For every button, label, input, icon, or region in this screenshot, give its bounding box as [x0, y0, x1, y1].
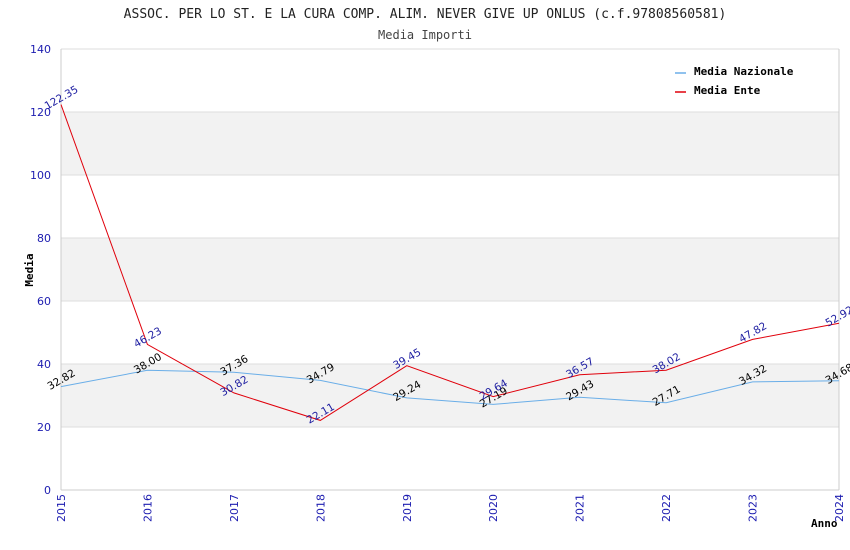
legend-label-media-ente: Media Ente [694, 84, 761, 97]
y-tick-label: 20 [37, 421, 51, 434]
y-axis-label: Media [23, 253, 36, 286]
data-label-ente: 47.82 [737, 320, 769, 345]
x-tick-label: 2024 [833, 494, 846, 522]
band-100-120 [61, 112, 839, 175]
axes [60, 49, 840, 491]
x-tick-label: 2018 [314, 494, 327, 522]
x-tick-label: 2023 [747, 494, 760, 522]
y-tick-label: 120 [30, 106, 51, 119]
legend-label-media-nazionale: Media Nazionale [694, 65, 794, 78]
y-tick-label: 140 [30, 43, 51, 56]
series-line-media-ente [60, 104, 840, 421]
chart-title: ASSOC. PER LO ST. E LA CURA COMP. ALIM. … [124, 7, 727, 22]
y-tick-label: 80 [37, 232, 51, 245]
x-tick-label: 2016 [141, 494, 154, 522]
x-tick-label: 2017 [228, 494, 241, 522]
x-tick-label: 2022 [660, 494, 673, 522]
x-tick-label: 2019 [401, 494, 414, 522]
legend: Media Nazionale Media Ente [675, 65, 794, 97]
y-axis-ticks: 0 20 40 60 80 100 120 140 [30, 43, 51, 497]
y-tick-label: 100 [30, 169, 51, 182]
x-axis-ticks: 2015 2016 2017 2018 2019 2020 2021 2022 2023 2024 [55, 494, 846, 522]
chart-subtitle: Media Importi [378, 28, 472, 42]
data-label-ente: 52.92 [823, 304, 850, 329]
x-tick-label: 2020 [487, 494, 500, 522]
y-tick-label: 60 [37, 295, 51, 308]
x-tick-label: 2015 [55, 494, 68, 522]
gridlines [61, 48, 839, 491]
band-60-80 [61, 238, 839, 301]
y-tick-label: 40 [37, 358, 51, 371]
y-tick-label: 0 [44, 484, 51, 497]
x-tick-label: 2021 [574, 494, 587, 522]
series-line-media-nazionale [60, 369, 840, 405]
series-lines [60, 104, 840, 421]
band-20-40 [61, 364, 839, 427]
x-axis-label: Anno [811, 517, 838, 530]
background-bands [61, 112, 839, 427]
data-label-ente: 46.23 [132, 325, 164, 350]
